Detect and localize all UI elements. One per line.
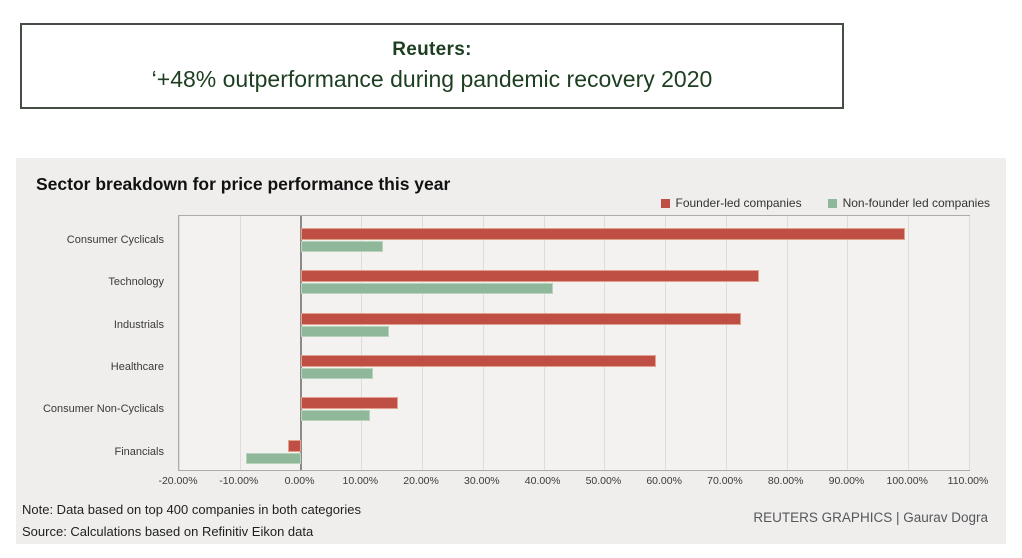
bar-founder-led <box>288 439 301 452</box>
gridline <box>969 216 970 470</box>
callout-title: Reuters: <box>392 39 472 60</box>
x-tick-label: 100.00% <box>886 475 928 487</box>
x-tick-label: 10.00% <box>342 475 379 487</box>
bar-non-founder-led <box>300 241 383 252</box>
gridline <box>847 216 849 470</box>
bar-non-founder-led <box>300 368 374 379</box>
bar-founder-led <box>300 355 657 367</box>
x-tick-label: 40.00% <box>524 475 561 487</box>
category-label: Technology <box>108 276 164 289</box>
x-axis-tick-labels: -20.00% -10.00% 0.00% 10.00% 20.00% 30.00% 40.… <box>158 475 988 491</box>
zero-axis-line <box>299 216 302 470</box>
gridline <box>482 216 484 470</box>
x-tick-label: 0.00% <box>284 475 315 487</box>
gridline <box>422 216 424 470</box>
source-text: Source: Calculations based on Refinitiv … <box>22 524 314 539</box>
founder-led-swatch-icon <box>660 198 670 208</box>
x-tick-label: 70.00% <box>707 475 743 487</box>
gridline <box>725 216 727 470</box>
bar-non-founder-led <box>300 283 553 295</box>
bar-founder-led <box>300 228 906 240</box>
category-label: Consumer Cyclicals <box>66 234 164 246</box>
legend-label-non-founder-led: Non-founder led companies <box>842 196 990 210</box>
chart-panel: Sector breakdown for price performance t… <box>16 158 1006 544</box>
gridline <box>543 216 545 470</box>
category-axis-labels: Consumer Cyclicals Technology Industrials H… <box>16 215 170 469</box>
category-label: Healthcare <box>110 361 164 373</box>
category-label: Financials <box>114 445 164 458</box>
gridline <box>604 216 606 470</box>
credit-text: REUTERS GRAPHICS | Gaurav Dogra <box>753 510 988 525</box>
legend-label-founder-led: Founder-led companies <box>675 196 802 210</box>
x-tick-label: -20.00% <box>158 475 198 487</box>
x-tick-label: 30.00% <box>464 475 500 487</box>
callout-subtitle: ‘+48% outperformance during pandemic rec… <box>151 66 713 92</box>
reuters-callout-box: Reuters: ‘+48% outperformance during pan… <box>20 23 844 109</box>
gridline <box>908 216 910 470</box>
bar-founder-led <box>300 270 760 283</box>
x-tick-label: 90.00% <box>828 475 865 487</box>
bar-non-founder-led <box>300 325 389 337</box>
gridline <box>665 216 667 470</box>
x-tick-label: 50.00% <box>585 475 622 487</box>
bar-founder-led <box>300 312 742 325</box>
gridline <box>786 216 788 470</box>
bar-non-founder-led <box>300 410 371 422</box>
category-label: Industrials <box>113 318 164 331</box>
x-tick-label: 20.00% <box>403 475 439 487</box>
gridline <box>361 216 363 470</box>
non-founder-led-swatch-icon <box>827 198 837 208</box>
gridline <box>179 216 180 470</box>
chart-legend: Founder-led companies Non-founder led co… <box>660 196 990 210</box>
x-tick-label: -10.00% <box>219 475 259 487</box>
x-tick-label: 80.00% <box>767 475 804 487</box>
gridline <box>239 216 241 470</box>
plot-area <box>178 215 970 471</box>
x-tick-label: 110.00% <box>947 475 989 487</box>
legend-item-non-founder-led: Non-founder led companies <box>827 196 990 210</box>
chart-title: Sector breakdown for price performance t… <box>36 174 451 194</box>
note-text: Note: Data based on top 400 companies in… <box>22 502 361 517</box>
category-label: Consumer Non-Cyclicals <box>42 403 164 416</box>
bar-non-founder-led <box>245 452 301 464</box>
legend-item-founder-led: Founder-led companies <box>660 196 802 210</box>
bar-founder-led <box>300 397 398 410</box>
x-tick-label: 60.00% <box>646 475 682 487</box>
